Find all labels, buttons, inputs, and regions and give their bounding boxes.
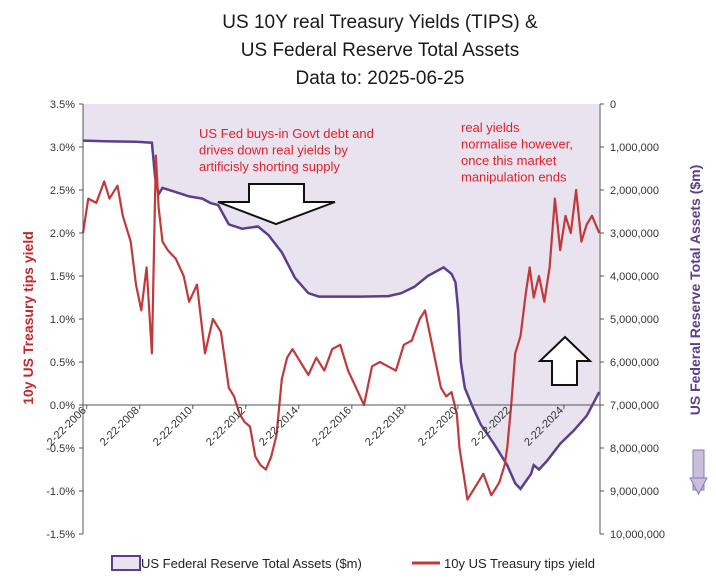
legend-label-tips-yield: 10y US Treasury tips yield <box>444 556 595 571</box>
x-tick-label: 2-22-2018 <box>363 405 407 449</box>
scroll-down-arrow-icon[interactable] <box>689 449 708 496</box>
y-right-tick-label: 0 <box>610 99 616 111</box>
y-right-tick-label: 10,000,000 <box>610 529 665 541</box>
title-line-1: US 10Y real Treasury Yields (TIPS) & <box>222 12 538 33</box>
tips-yield-line <box>81 154 601 501</box>
annotation-fed-text: US Fed buys-in Govt debt and <box>199 126 374 141</box>
down-arrow-icon <box>217 183 336 226</box>
annotation-yields-text: normalise however, <box>461 137 573 152</box>
y-left-tick-label: 3.0% <box>50 142 75 154</box>
title-line-3: Data to: 2025-06-25 <box>295 68 464 89</box>
y-right-tick-label: 9,000,000 <box>610 486 659 498</box>
annotation-fed-text: drives down real yields by <box>199 143 348 158</box>
y-right-tick-label: 5,000,000 <box>610 314 659 326</box>
x-tick-label: 2-22-2012 <box>204 405 248 449</box>
y-right-tick-label: 7,000,000 <box>610 400 659 412</box>
chart-title: US 10Y real Treasury Yields (TIPS) & US … <box>222 12 538 89</box>
y-right-tick-label: 8,000,000 <box>610 443 659 455</box>
up-arrow-icon <box>537 335 593 386</box>
legend-swatch-fed-assets <box>111 555 141 571</box>
legend-label-fed-assets: US Federal Reserve Total Assets ($m) <box>141 556 362 571</box>
y-left-tick-label: -1.0% <box>46 486 75 498</box>
plot-area <box>81 104 601 501</box>
x-tick-label: 2-22-2016 <box>310 405 354 449</box>
annotation-yields-text: real yields <box>461 120 520 135</box>
y-left-tick-label: 1.0% <box>50 314 75 326</box>
y-right-tick-label: 3,000,000 <box>610 228 659 240</box>
y-left-tick-label: 2.0% <box>50 228 75 240</box>
y-right-tick-label: 4,000,000 <box>610 271 659 283</box>
x-tick-label: 2-22-2020 <box>416 405 460 449</box>
y-right-tick-label: 1,000,000 <box>610 142 659 154</box>
annotation-yields-text: once this market <box>461 153 557 168</box>
x-tick-label: 2-22-2010 <box>151 405 195 449</box>
y-left-tick-label: 0.0% <box>50 400 75 412</box>
title-line-2: US Federal Reserve Total Assets <box>241 40 519 61</box>
y-left-tick-label: 1.5% <box>50 271 75 283</box>
y-left-tick-label: -0.5% <box>46 443 75 455</box>
x-tick-label: 2-22-2008 <box>98 405 142 449</box>
y-right-tick-label: 2,000,000 <box>610 185 659 197</box>
y-left-tick-label: -1.5% <box>46 529 75 541</box>
y-right-tick-label: 6,000,000 <box>610 357 659 369</box>
y-left-tick-label: 3.5% <box>50 99 75 111</box>
fed-assets-line <box>82 139 601 491</box>
legend: US Federal Reserve Total Assets ($m) 10y… <box>111 555 595 571</box>
y-axis-right-label: US Federal Reserve Total Assets ($m) <box>687 165 703 416</box>
annotation-yields-text: manipulation ends <box>461 170 567 185</box>
annotations: US Fed buys-in Govt debt and drives down … <box>199 120 593 386</box>
y-left-tick-label: 2.5% <box>50 185 75 197</box>
y-left-tick-label: 0.5% <box>50 357 75 369</box>
annotation-fed-text: artificisly shorting supply <box>199 159 340 174</box>
y-axis-left-label: 10y US Treasury tips yield <box>20 231 36 405</box>
